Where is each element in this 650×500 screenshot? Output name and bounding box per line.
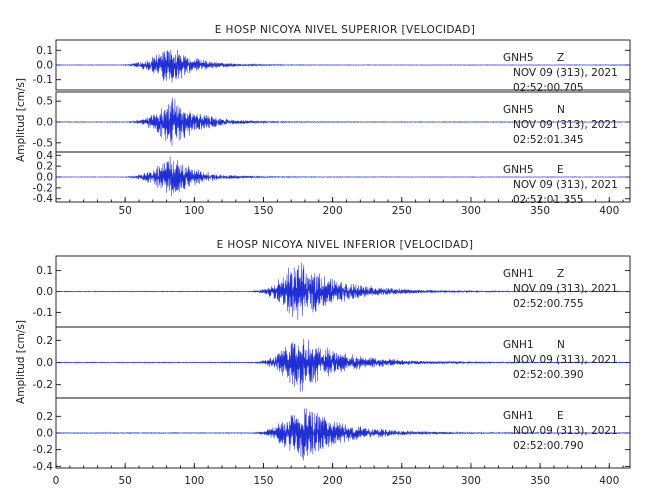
x-tick-label: 350	[530, 475, 550, 487]
y-axis-label-upper: Amplitud [cm/s]	[15, 78, 27, 162]
y-tick-label: -0.1	[33, 74, 54, 86]
time-label: 02:52:00.390	[513, 369, 584, 381]
y-tick-label: 0.0	[36, 117, 53, 129]
x-tick-label: 400	[599, 205, 619, 217]
y-tick-label: -0.5	[33, 137, 54, 149]
y-tick-label: 0.5	[36, 96, 53, 108]
date-label: NOV 09 (313), 2021	[513, 119, 618, 131]
time-label: 02:52:00.705	[513, 82, 584, 94]
y-axis-label-lower: Amplitud [cm/s]	[15, 320, 27, 404]
x-tick-label: 150	[253, 205, 273, 217]
x-tick-label: 100	[184, 475, 204, 487]
date-label: NOV 09 (313), 2021	[513, 425, 618, 437]
trace-panel-gnh5-z: 0.1 0.0 -0.1 GNH5 Z NOV 09 (313), 2021 02:52:0…	[33, 39, 631, 94]
station-label: GNH5	[503, 52, 534, 64]
y-tick-label: 0.0	[36, 60, 53, 72]
x-tick-label: 50	[118, 475, 131, 487]
waveform-trace	[56, 156, 631, 196]
y-tick-label: -0.2	[33, 182, 54, 194]
date-label: NOV 09 (313), 2021	[513, 283, 618, 295]
x-tick-label: 300	[461, 475, 481, 487]
y-tick-label: 0.1	[36, 45, 53, 57]
x-tick-label: 400	[599, 475, 619, 487]
station-label: GNH5	[503, 104, 534, 116]
y-tick-label: 0.2	[36, 411, 53, 423]
y-tick-label: 0.4	[36, 150, 53, 162]
date-label: NOV 09 (313), 2021	[513, 354, 618, 366]
y-tick-label: -0.2	[33, 444, 54, 456]
station-label: GNH1	[503, 268, 534, 280]
component-label: E	[557, 410, 564, 422]
component-label: E	[557, 164, 564, 176]
y-tick-label: 0.0	[36, 357, 53, 369]
date-label: NOV 09 (313), 2021	[513, 179, 618, 191]
date-label: NOV 09 (313), 2021	[513, 67, 618, 79]
component-label: N	[557, 104, 565, 116]
y-tick-label: -0.4	[33, 461, 54, 473]
x-tick-label: 50	[118, 205, 131, 217]
trace-panel-gnh1-e: 0.2 0.0 -0.2 -0.4 GNH1 E NOV 09 (313), 2021 02:…	[33, 397, 631, 473]
x-tick-label: 250	[392, 205, 412, 217]
waveform-trace	[56, 408, 631, 461]
trace-panel-gnh5-e: 0.40.20.0-0.2-0.4 GNH5 E NOV 09 (313), 2021…	[33, 150, 631, 206]
waveform-trace	[55, 97, 631, 147]
chart-lower-level: E HOSP NICOYA NIVEL INFERIOR [VELOCIDAD]…	[15, 239, 631, 487]
trace-panel-gnh1-z: 0.1 0.0 -0.1 GNH1 Z NOV 09 (313), 2021 02:52:0…	[33, 255, 631, 328]
x-tick-label: 150	[253, 475, 273, 487]
chart-title-upper: E HOSP NICOYA NIVEL SUPERIOR [VELOCIDAD]	[215, 24, 475, 36]
time-label: 02:52:01.355	[513, 194, 584, 206]
y-tick-label: -0.1	[33, 307, 54, 319]
y-tick-label: 0.2	[36, 161, 53, 173]
y-tick-label: -0.4	[33, 193, 54, 205]
y-tick-label: 0.2	[36, 335, 53, 347]
component-label: Z	[557, 52, 564, 64]
x-tick-label: 100	[184, 205, 204, 217]
y-tick-label: 0.1	[36, 265, 53, 277]
station-label: GNH5	[503, 164, 534, 176]
x-tick-label: 250	[392, 475, 412, 487]
x-tick-label: 350	[530, 205, 550, 217]
chart-title-lower: E HOSP NICOYA NIVEL INFERIOR [VELOCIDAD]	[217, 239, 474, 251]
time-label: 02:52:00.790	[513, 440, 584, 452]
waveform-trace	[55, 262, 631, 320]
x-tick-label: 0	[53, 475, 60, 487]
chart-upper-level: E HOSP NICOYA NIVEL SUPERIOR [VELOCIDAD]…	[15, 24, 631, 217]
y-tick-label: -0.2	[33, 379, 54, 391]
station-label: GNH1	[503, 410, 534, 422]
component-label: Z	[557, 268, 564, 280]
x-tick-label: 200	[323, 205, 343, 217]
time-label: 02:52:01.345	[513, 134, 584, 146]
y-tick-label: 0.0	[36, 428, 53, 440]
x-tick-label: 200	[323, 475, 343, 487]
component-label: N	[557, 339, 565, 351]
trace-panel-gnh5-n: 0.5 0.0 -0.5 GNH5 N NOV 09 (313), 2021 02:52:0…	[33, 91, 631, 153]
waveform-trace	[55, 338, 631, 393]
station-label: GNH1	[503, 339, 534, 351]
time-label: 02:52:00.755	[513, 298, 584, 310]
waveform-trace	[55, 49, 631, 83]
y-tick-label: 0.0	[36, 286, 53, 298]
y-tick-label: 0.0	[36, 172, 53, 184]
trace-panel-gnh1-n: 0.2 0.0 -0.2 GNH1 N NOV 09 (313), 2021 02:52:0…	[33, 326, 631, 399]
x-tick-label: 300	[461, 205, 481, 217]
